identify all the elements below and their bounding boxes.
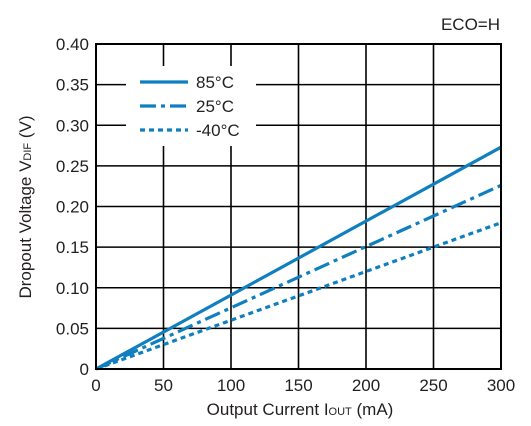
- legend: 85°C 25°C -40°C: [126, 66, 256, 146]
- x-tick-label: 250: [419, 376, 447, 395]
- series-line: [95, 145, 502, 371]
- x-tick-label: 0: [91, 376, 100, 395]
- tick-labels: 0 50 100 150 200 250 300 0 0.05 0.10 0.15 0.20 0.25 0…: [56, 35, 515, 395]
- series-layer: [95, 145, 502, 371]
- y-tick-label: 0.15: [56, 238, 89, 257]
- y-axis-label-unit: (V): [16, 115, 35, 142]
- x-tick-label: 100: [217, 376, 245, 395]
- legend-label: -40°C: [196, 121, 240, 140]
- y-tick-label: 0: [80, 360, 89, 379]
- legend-label: 25°C: [196, 97, 234, 116]
- x-tick-label: 50: [154, 376, 173, 395]
- x-axis-label-unit: (mA): [352, 400, 394, 419]
- y-tick-label: 0.40: [56, 35, 89, 54]
- legend-label: 85°C: [196, 73, 234, 92]
- y-tick-label: 0.20: [56, 198, 89, 217]
- series-line: [95, 183, 502, 371]
- y-tick-label: 0.25: [56, 157, 89, 176]
- y-tick-label: 0.35: [56, 76, 89, 95]
- x-axis-label: Output Current IOUT (mA): [207, 400, 394, 419]
- y-tick-label: 0.10: [56, 279, 89, 298]
- y-tick-label: 0.05: [56, 319, 89, 338]
- annotation-eco: ECO=H: [441, 15, 500, 34]
- x-tick-label: 150: [284, 376, 312, 395]
- y-axis-label-sub: DIF: [22, 143, 34, 161]
- x-tick-label: 300: [487, 376, 515, 395]
- x-axis-label-main: Output Current I: [207, 400, 329, 419]
- y-tick-label: 0.30: [56, 116, 89, 135]
- plot-frame: [95, 43, 502, 370]
- y-axis-label: Dropout Voltage VDIF (V): [16, 115, 35, 298]
- x-axis-label-sub: OUT: [329, 406, 353, 418]
- y-axis-label-main: Dropout Voltage V: [16, 160, 35, 299]
- x-tick-label: 200: [352, 376, 380, 395]
